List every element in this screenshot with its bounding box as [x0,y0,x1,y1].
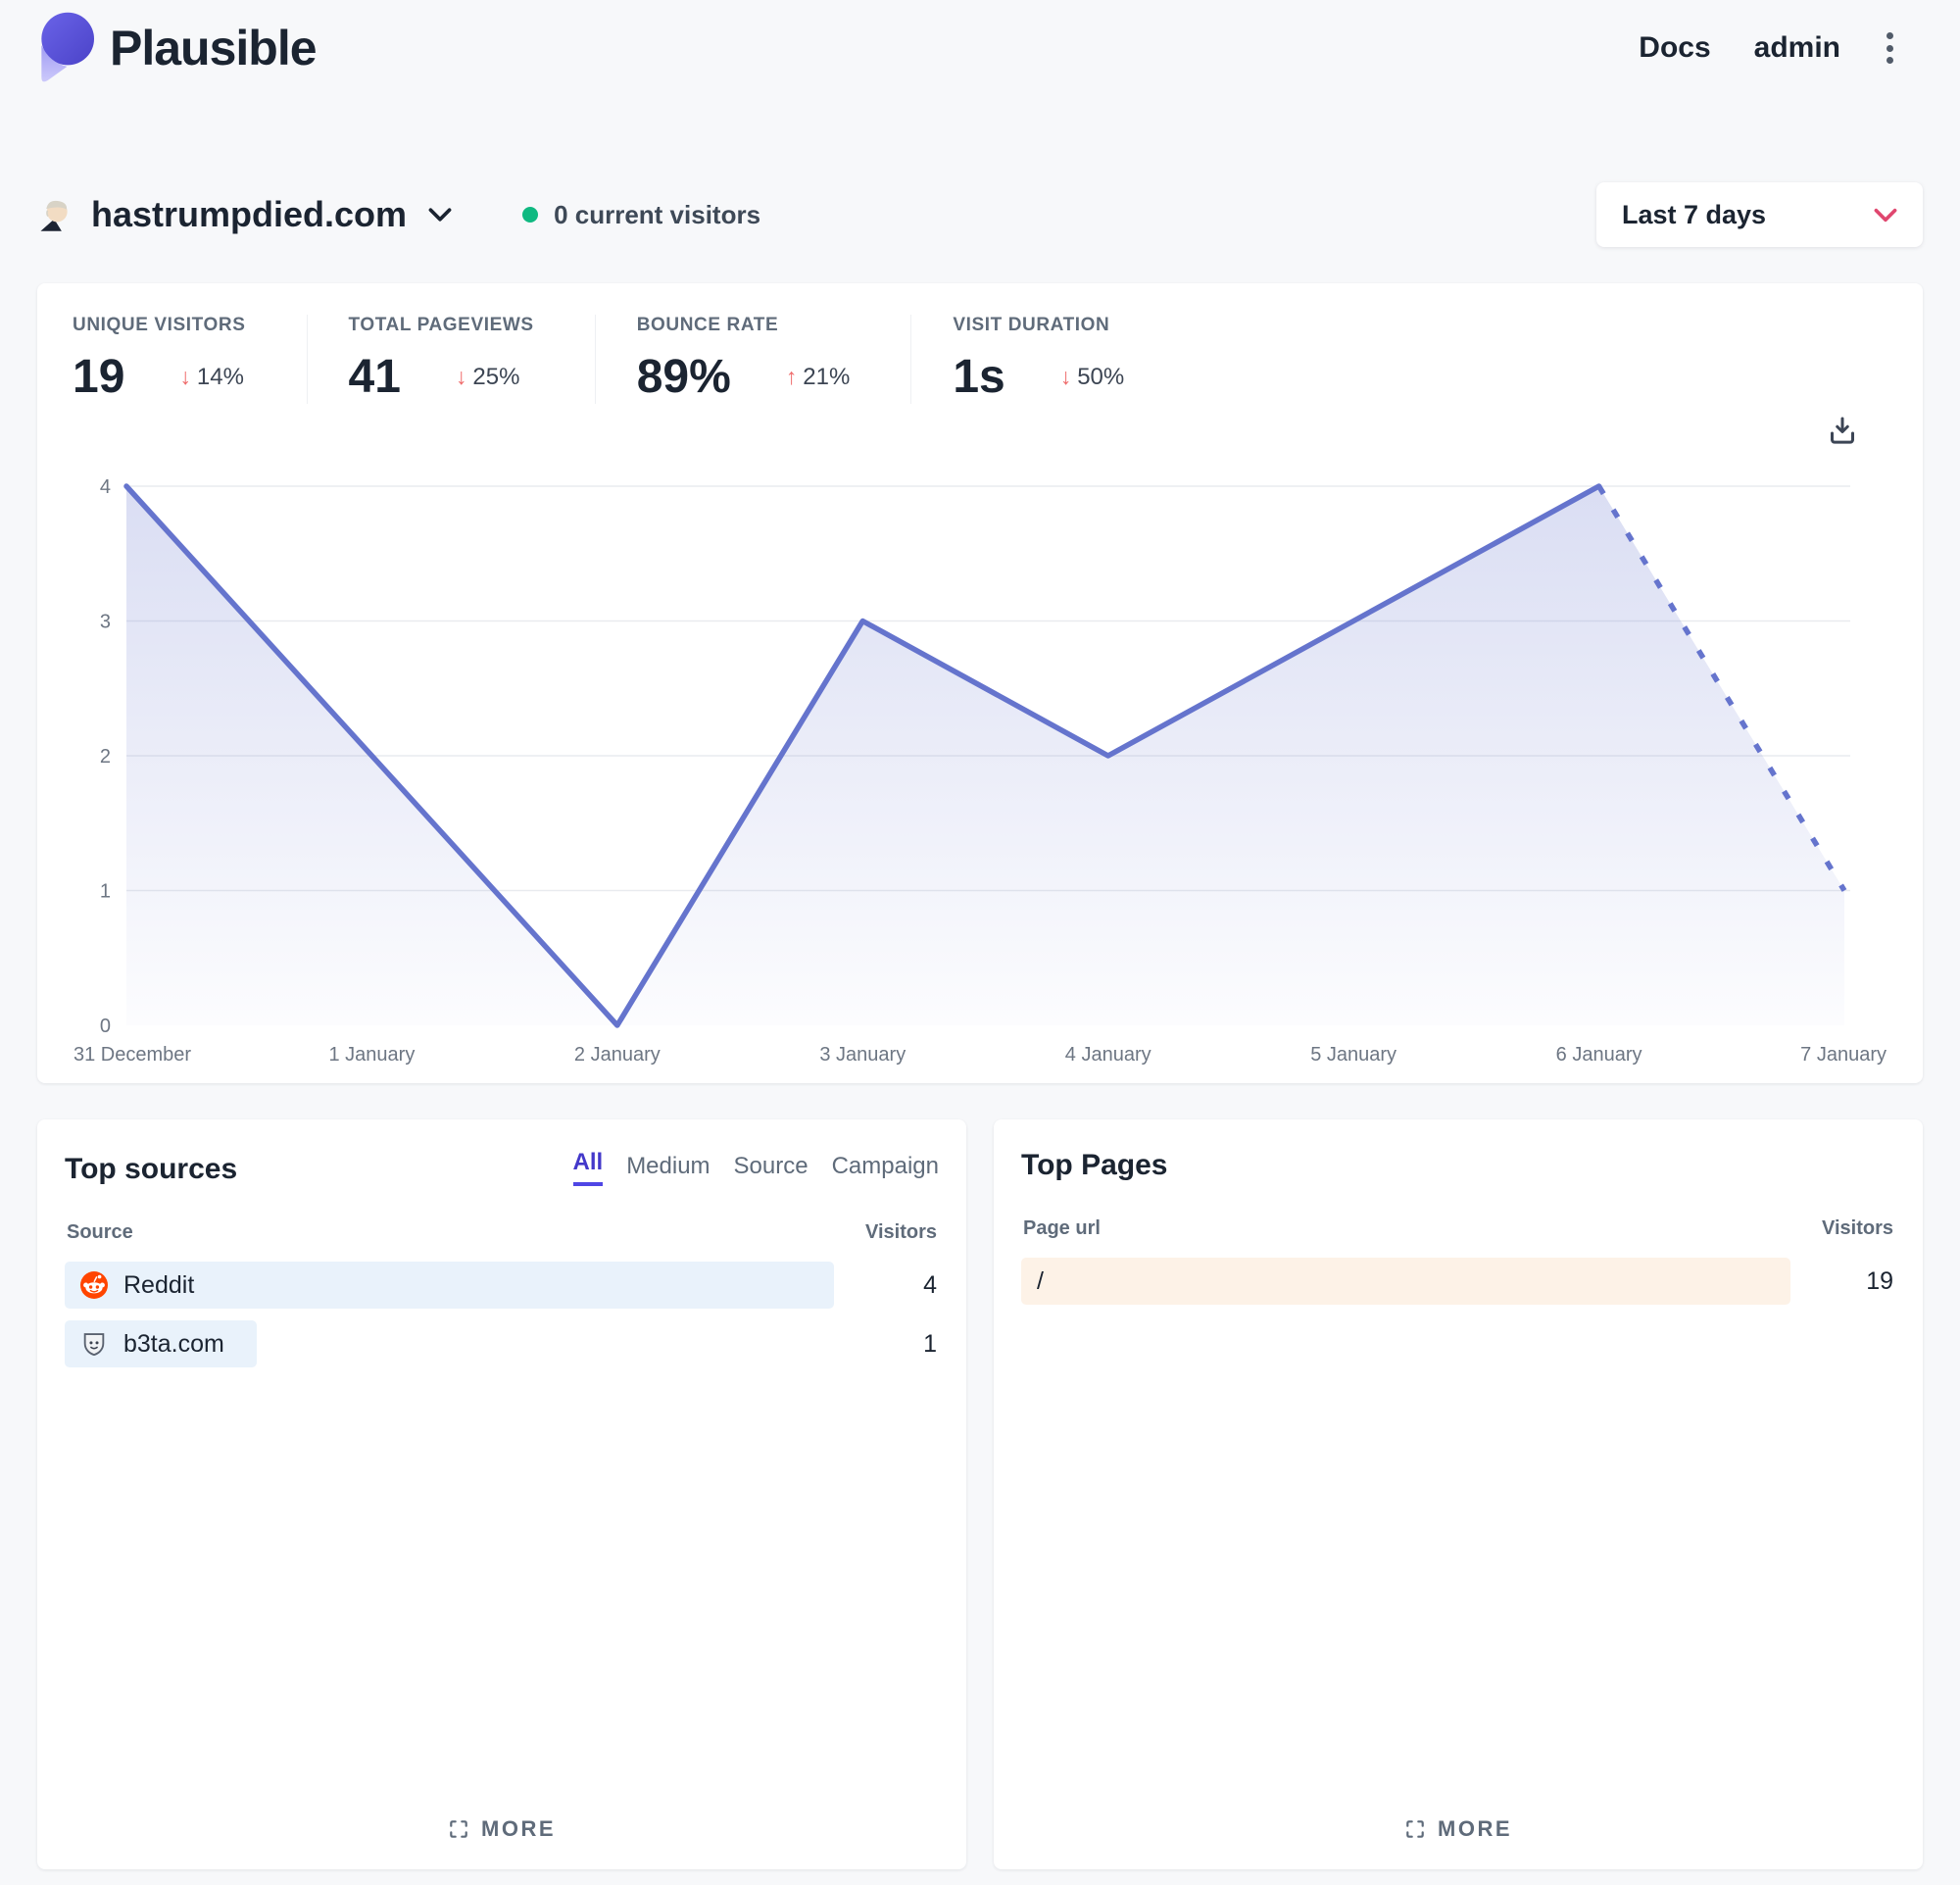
tab-campaign[interactable]: Campaign [831,1153,939,1179]
stat-change: ↓ 25% [455,363,520,390]
row-value: 1 [923,1329,937,1358]
svg-text:6 January: 6 January [1556,1044,1642,1066]
stat-label: UNIQUE VISITORS [73,315,246,335]
row-value: 4 [923,1270,937,1299]
row-label: b3ta.com [65,1330,224,1359]
row-proportion-bar [1021,1258,1790,1305]
arrow-down-icon: ↓ [179,364,191,389]
column-header-source: Source [67,1221,133,1243]
row-proportion-bar [65,1262,834,1309]
svg-text:5 January: 5 January [1310,1044,1396,1066]
brand-name: Plausible [110,21,318,75]
expand-icon [1406,1820,1424,1838]
more-button[interactable]: MORE [1021,1803,1895,1848]
stat-label: TOTAL PAGEVIEWS [348,315,534,335]
docs-link[interactable]: Docs [1639,31,1711,64]
brand-home-link[interactable]: Plausible [37,12,318,84]
chevron-down-icon [1874,208,1897,222]
chart-line [123,483,1847,1028]
arrow-up-icon: ↑ [785,364,798,389]
stat-change: ↓ 50% [1059,363,1125,390]
chart-axis-labels: 0 1 2 3 4 31 December 1 January 2 January 3 Janu… [74,476,1886,1066]
date-range-label: Last 7 days [1622,199,1767,229]
svg-text:2 January: 2 January [574,1044,661,1066]
stats-row: UNIQUE VISITORS 19 ↓ 14% TOTAL PAGEVIEWS … [37,283,1923,404]
stat-label: VISIT DURATION [953,315,1110,335]
stat-value: 19 [73,351,125,403]
card-title: Top sources [65,1153,238,1185]
export-download-button[interactable] [1825,413,1860,448]
svg-text:7 January: 7 January [1800,1044,1886,1066]
tab-all[interactable]: All [572,1149,604,1186]
table-row[interactable]: Reddit 4 [65,1262,939,1309]
svg-text:3 January: 3 January [819,1044,906,1066]
site-switcher[interactable]: hastrumpdied.com [37,194,452,235]
date-range-picker[interactable]: Last 7 days [1596,182,1923,247]
breakdown-row: Top sources All Medium Source Campaign S… [37,1119,1923,1869]
chart-area-fill [126,486,1844,1025]
svg-text:4: 4 [100,476,111,498]
tab-source[interactable]: Source [733,1153,808,1179]
tab-medium[interactable]: Medium [626,1153,710,1179]
download-icon [1831,417,1854,444]
stat-total-pageviews[interactable]: TOTAL PAGEVIEWS 41 ↓ 25% [349,315,596,404]
reddit-icon [80,1271,108,1299]
svg-text:0: 0 [100,1016,111,1037]
column-header-visitors: Visitors [865,1221,937,1243]
site-row: hastrumpdied.com 0 current visitors Last… [37,182,1923,247]
online-dot-icon [522,207,539,223]
current-visitors-label: 0 current visitors [554,199,761,229]
stat-change: ↑ 21% [785,363,851,390]
site-favicon [40,200,68,231]
visitors-panel: UNIQUE VISITORS 19 ↓ 14% TOTAL PAGEVIEWS … [37,283,1923,1083]
expand-icon [450,1820,467,1838]
site-domain: hastrumpdied.com [91,194,408,234]
row-value: 19 [1866,1266,1893,1295]
stat-label: BOUNCE RATE [636,315,779,335]
svg-text:4 January: 4 January [1065,1044,1152,1066]
stat-value: 1s [953,351,1005,403]
svg-text:1 January: 1 January [329,1044,416,1066]
arrow-down-icon: ↓ [1059,364,1072,389]
stat-visit-duration[interactable]: VISIT DURATION 1s ↓ 50% [953,315,1185,404]
stat-change: ↓ 14% [179,363,244,390]
table-row[interactable]: b3ta.com 1 [65,1320,939,1367]
kebab-menu-icon[interactable] [1884,30,1895,66]
table-row[interactable]: / 19 [1021,1258,1895,1305]
plausible-logo-icon [41,12,94,82]
stat-value: 89% [636,351,731,403]
svg-text:3: 3 [100,612,111,633]
top-pages-card: Top Pages Page url Visitors / 19 MORE [994,1119,1923,1869]
stat-bounce-rate[interactable]: BOUNCE RATE 89% ↑ 21% [637,315,912,404]
more-label: MORE [481,1816,556,1841]
row-label: Reddit [65,1271,194,1300]
visitors-chart[interactable]: 0 1 2 3 4 31 December 1 January 2 January 3 Janu… [72,467,1888,1074]
source-tabs: All Medium Source Campaign [572,1149,939,1186]
svg-text:31 December: 31 December [74,1044,191,1066]
current-visitors[interactable]: 0 current visitors [522,200,760,230]
row-label: / [1037,1266,1044,1295]
more-button[interactable]: MORE [65,1803,939,1848]
column-header-page-url: Page url [1023,1217,1101,1239]
top-nav: Docs admin [1639,30,1923,66]
svg-text:2: 2 [100,746,111,768]
stat-unique-visitors[interactable]: UNIQUE VISITORS 19 ↓ 14% [73,315,308,404]
svg-text:1: 1 [100,881,111,903]
card-title: Top Pages [1021,1149,1168,1181]
column-header-visitors: Visitors [1822,1217,1893,1239]
admin-menu[interactable]: admin [1753,31,1840,64]
arrow-down-icon: ↓ [455,364,467,389]
pages-list: / 19 [1021,1258,1895,1803]
sources-list: Reddit 4 b3ta.com 1 [65,1262,939,1803]
chevron-down-icon [428,208,452,222]
more-label: MORE [1438,1816,1512,1841]
stat-value: 41 [348,351,401,403]
b3ta-favicon [80,1330,108,1358]
app-header: Plausible Docs admin [37,0,1923,84]
top-sources-card: Top sources All Medium Source Campaign S… [37,1119,966,1869]
